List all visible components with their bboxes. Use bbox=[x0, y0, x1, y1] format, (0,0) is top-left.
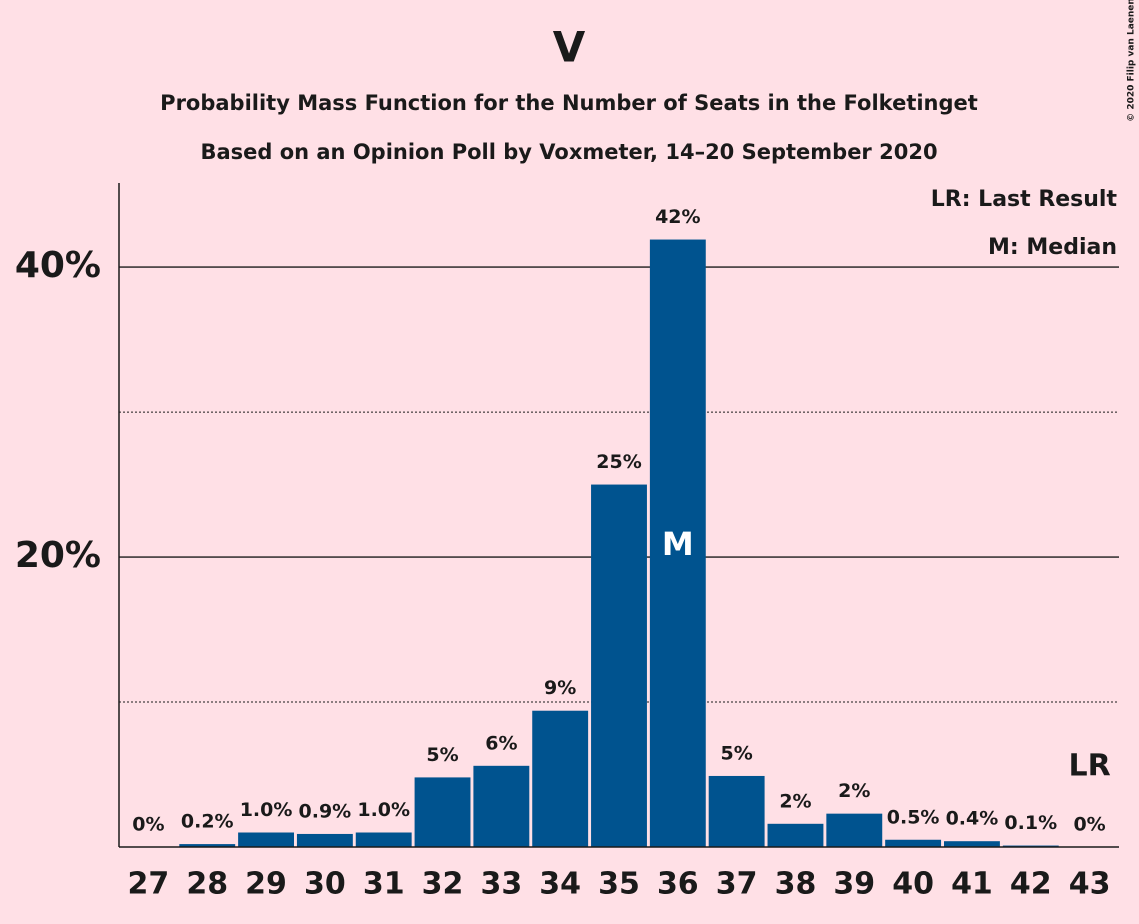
bar bbox=[591, 484, 647, 847]
bar bbox=[826, 813, 883, 847]
x-tick-label: 40 bbox=[892, 867, 934, 902]
bar bbox=[944, 841, 1000, 847]
bar bbox=[708, 775, 765, 847]
x-tick-label: 39 bbox=[833, 867, 875, 902]
data-label: 0.5% bbox=[887, 806, 940, 828]
x-tick-label: 43 bbox=[1069, 867, 1111, 902]
data-label: 0.4% bbox=[946, 808, 999, 830]
data-label: 0% bbox=[1073, 814, 1105, 836]
data-label: 2% bbox=[779, 790, 811, 812]
data-label: 1.0% bbox=[357, 799, 410, 821]
x-tick-label: 41 bbox=[951, 867, 993, 902]
x-tick-label: 28 bbox=[186, 867, 228, 902]
chart-subtitle: Probability Mass Function for the Number… bbox=[160, 91, 978, 115]
bar bbox=[649, 239, 706, 847]
bar bbox=[296, 833, 353, 847]
chart-subtitle: Based on an Opinion Poll by Voxmeter, 14… bbox=[200, 140, 937, 164]
y-tick-label: 20% bbox=[15, 535, 101, 576]
y-tick-label: 40% bbox=[15, 245, 101, 286]
legend-entry: LR: Last Result bbox=[931, 187, 1118, 212]
bar bbox=[473, 765, 530, 847]
bar bbox=[238, 832, 294, 847]
data-label: 0.2% bbox=[181, 811, 234, 833]
x-tick-label: 36 bbox=[657, 867, 699, 902]
x-tick-label: 38 bbox=[775, 867, 817, 902]
last-result-marker: LR bbox=[1068, 749, 1110, 784]
bar bbox=[179, 844, 236, 847]
data-label: 0.1% bbox=[1004, 812, 1057, 834]
data-label: 42% bbox=[655, 206, 700, 228]
bar bbox=[414, 777, 471, 847]
data-label: 0.9% bbox=[299, 800, 352, 822]
x-tick-label: 37 bbox=[716, 867, 758, 902]
x-tick-label: 42 bbox=[1010, 867, 1052, 902]
x-tick-label: 31 bbox=[363, 867, 405, 902]
data-label: 0% bbox=[132, 814, 164, 836]
data-label: 2% bbox=[838, 780, 870, 802]
bar bbox=[767, 823, 824, 847]
x-tick-label: 30 bbox=[304, 867, 346, 902]
median-marker: M bbox=[662, 525, 694, 563]
bar bbox=[532, 710, 589, 847]
data-label: 5% bbox=[426, 744, 458, 766]
x-tick-label: 27 bbox=[128, 867, 170, 902]
data-label: 1.0% bbox=[240, 799, 293, 821]
data-label: 25% bbox=[596, 451, 641, 473]
x-tick-label: 34 bbox=[539, 867, 581, 902]
bar bbox=[355, 832, 412, 847]
x-tick-label: 29 bbox=[245, 867, 287, 902]
copyright: © 2020 Filip van Laenen bbox=[1127, 0, 1137, 122]
x-tick-label: 33 bbox=[480, 867, 522, 902]
data-label: 5% bbox=[721, 742, 753, 764]
legend-entry: M: Median bbox=[988, 235, 1117, 260]
data-label: 6% bbox=[485, 732, 517, 754]
x-tick-label: 32 bbox=[422, 867, 464, 902]
chart-title: V bbox=[553, 23, 586, 72]
data-label: 9% bbox=[544, 677, 576, 699]
bar bbox=[885, 839, 942, 847]
x-tick-label: 35 bbox=[598, 867, 640, 902]
